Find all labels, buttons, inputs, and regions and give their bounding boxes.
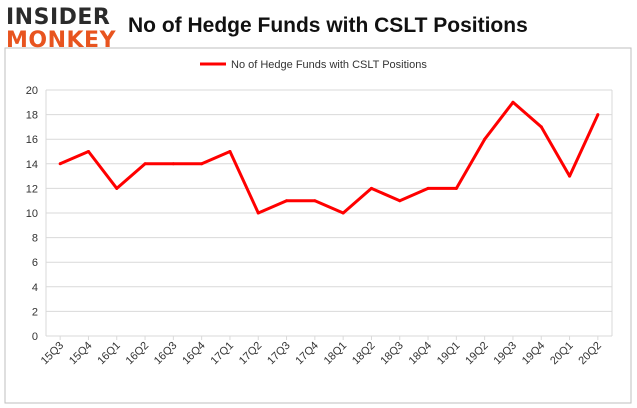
data-point xyxy=(398,199,402,203)
data-point xyxy=(341,211,345,215)
data-point xyxy=(596,113,600,117)
logo-text-monkey: MONKEY xyxy=(6,28,117,53)
logo-text-insider: INSIDER xyxy=(6,5,111,30)
x-tick-label: 17Q2 xyxy=(237,340,265,368)
y-tick-label: 18 xyxy=(26,110,38,122)
x-tick-label: 17Q4 xyxy=(293,340,321,368)
x-tick-label: 19Q2 xyxy=(463,340,491,368)
data-point xyxy=(369,186,373,190)
y-tick-label: 8 xyxy=(32,233,38,245)
y-tick-label: 14 xyxy=(26,159,38,171)
data-point xyxy=(256,211,260,215)
data-point xyxy=(86,150,90,153)
x-tick-label: 18Q4 xyxy=(407,340,435,368)
data-point xyxy=(313,199,317,203)
data-point xyxy=(285,199,289,203)
x-tick-label: 15Q3 xyxy=(39,340,67,368)
x-tick-label: 16Q4 xyxy=(180,340,208,368)
data-point xyxy=(228,150,232,153)
x-tick-label: 16Q3 xyxy=(152,340,180,368)
x-tick-label: 17Q1 xyxy=(209,340,237,368)
x-tick-label: 16Q2 xyxy=(124,340,152,368)
y-tick-label: 6 xyxy=(32,257,38,269)
data-point xyxy=(483,137,487,141)
chart-frame xyxy=(4,47,632,404)
x-tick-label: 17Q3 xyxy=(265,340,293,368)
y-tick-label: 20 xyxy=(26,85,38,97)
x-tick-label: 18Q2 xyxy=(350,340,378,368)
data-point xyxy=(115,186,119,190)
x-tick-label: 19Q4 xyxy=(520,340,548,368)
data-point xyxy=(200,162,204,166)
x-tick-label: 20Q2 xyxy=(576,340,604,368)
insider-monkey-logo: INSIDER MONKEY xyxy=(6,6,122,56)
x-tick-label: 18Q1 xyxy=(322,340,350,368)
y-tick-label: 12 xyxy=(26,183,38,195)
data-point xyxy=(171,162,175,166)
data-point xyxy=(539,125,543,129)
data-point xyxy=(511,100,515,104)
x-tick-label: 19Q3 xyxy=(492,340,520,368)
y-tick-label: 16 xyxy=(26,134,38,146)
y-tick-label: 4 xyxy=(32,282,38,294)
chart-title: No of Hedge Funds with CSLT Positions xyxy=(128,14,528,37)
data-point xyxy=(568,174,572,178)
y-tick-label: 10 xyxy=(26,208,38,220)
data-point xyxy=(454,186,458,190)
data-point xyxy=(426,186,430,190)
data-point xyxy=(58,162,62,166)
legend-label: No of Hedge Funds with CSLT Positions xyxy=(231,59,427,71)
x-tick-label: 15Q4 xyxy=(67,340,95,368)
series-line-0 xyxy=(59,100,600,215)
y-tick-label: 0 xyxy=(32,331,38,343)
x-tick-label: 18Q3 xyxy=(378,340,406,368)
x-tick-label: 16Q1 xyxy=(95,340,123,368)
y-tick-label: 2 xyxy=(32,306,38,318)
data-point xyxy=(143,162,147,166)
legend: No of Hedge Funds with CSLT Positions xyxy=(200,59,427,71)
x-tick-label: 20Q1 xyxy=(548,340,576,368)
x-tick-label: 19Q1 xyxy=(435,340,463,368)
